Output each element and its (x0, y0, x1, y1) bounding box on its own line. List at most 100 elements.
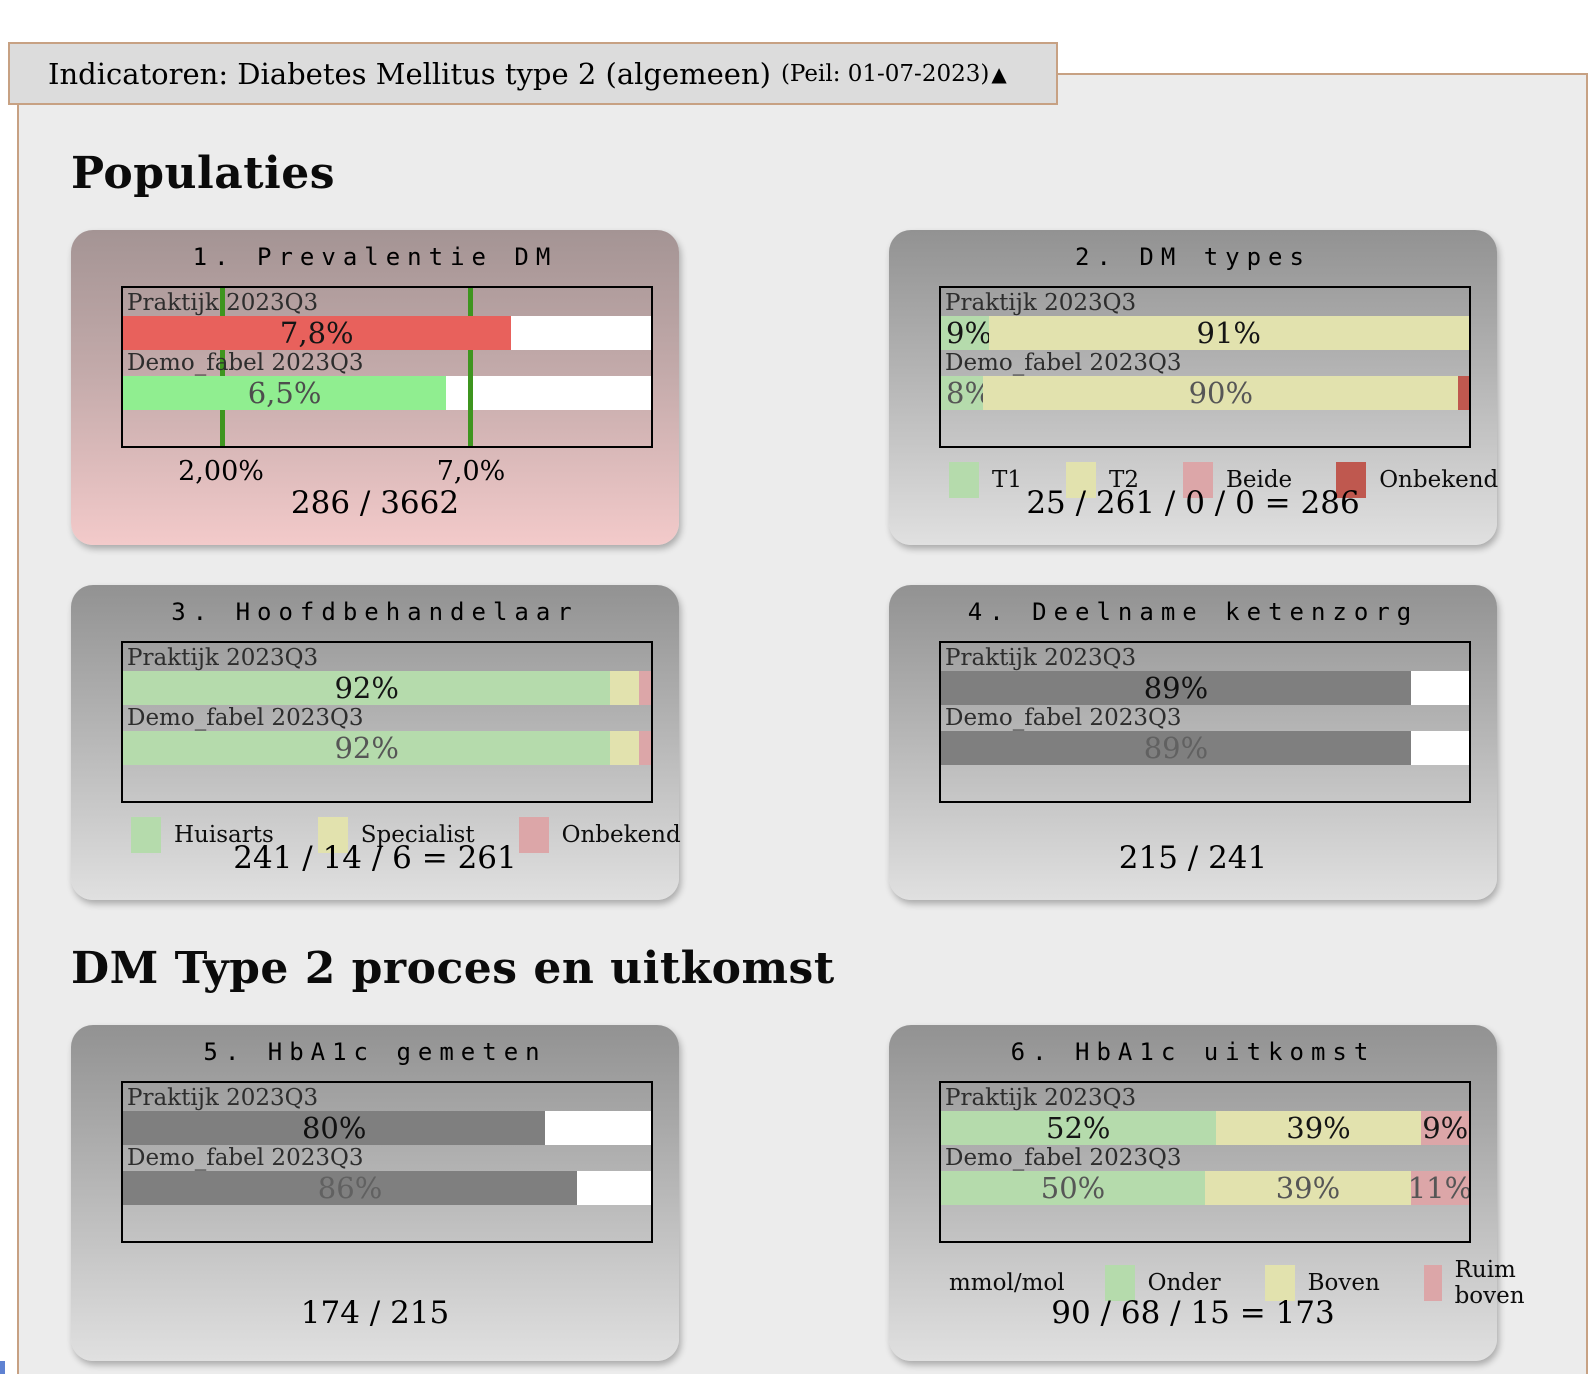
bar-segment (610, 671, 639, 705)
content-area: Populaties 1. Prevalentie DM Praktijk 20… (19, 75, 1586, 1361)
axis-ticks: 2,00% 7,0% (121, 456, 653, 488)
axis-tick-low: 2,00% (178, 456, 264, 487)
bar-segment: 8% (941, 376, 984, 410)
row-label-praktijk: Praktijk 2023Q3 (945, 290, 1137, 316)
bar-demo: 50% 39% 11% (941, 1171, 1469, 1205)
target-line-high (468, 288, 474, 446)
panel-hba1c-uitkomst[interactable]: 6. HbA1c uitkomst Praktijk 2023Q3 52% 39… (889, 1025, 1525, 1361)
bar-segment: 92% (123, 671, 611, 705)
numerator-denominator: 174 / 215 (300, 1295, 450, 1331)
legend-item: Huisarts (131, 817, 274, 853)
chart-frame: Praktijk 2023Q3 9% 91% Demo_fabel 2023Q3… (939, 286, 1471, 448)
bar-segment: 7,8% (123, 316, 511, 350)
bar-segment: 80% (123, 1111, 546, 1145)
legend-swatch-huisarts (131, 817, 161, 853)
row-label-demo: Demo_fabel 2023Q3 (127, 350, 364, 376)
legend-label: Ruim boven (1454, 1257, 1525, 1309)
panel-title: 5. HbA1c gemeten (203, 1038, 547, 1066)
row-label-demo: Demo_fabel 2023Q3 (127, 705, 364, 731)
legend-swatch-ruim-boven (1423, 1265, 1442, 1301)
panel-title: 2. DM types (1075, 243, 1311, 271)
panel-deelname-ketenzorg[interactable]: 4. Deelname ketenzorg Praktijk 2023Q3 89… (889, 585, 1497, 900)
bar-segment: 86% (123, 1171, 578, 1205)
legend-item: Specialist (317, 817, 475, 853)
axis-tick-high: 7,0% (436, 456, 506, 487)
legend-label: Onbekend (1379, 467, 1499, 493)
legend-swatch-boven (1264, 1265, 1295, 1301)
collapse-icon[interactable]: ▲ (991, 61, 1007, 86)
bar-segment: 92% (123, 731, 611, 765)
numerator-denominator: 286 / 3662 (290, 485, 460, 521)
bar-praktijk: 7,8% (123, 316, 651, 350)
bar-segment: 89% (941, 671, 1411, 705)
chart-frame: Praktijk 2023Q3 52% 39% 9% Demo_fabel 20… (939, 1081, 1471, 1243)
indicator-set-title: Indicatoren: Diabetes Mellitus type 2 (a… (48, 56, 771, 91)
row-label-demo: Demo_fabel 2023Q3 (127, 1145, 364, 1171)
numerator-denominator: 241 / 14 / 6 = 261 (233, 840, 517, 876)
legend-swatch-t1 (949, 462, 979, 498)
row-label-praktijk: Praktijk 2023Q3 (127, 1085, 319, 1111)
legend-item: Boven (1264, 1265, 1380, 1301)
legend-label: Boven (1307, 1270, 1380, 1296)
panel-title: 6. HbA1c uitkomst (1010, 1038, 1376, 1066)
panel-hoofdbehandelaar[interactable]: 3. Hoofdbehandelaar Praktijk 2023Q3 92% … (71, 585, 681, 900)
legend-label: T2 (1108, 467, 1139, 493)
legend-item: T1 (949, 462, 1022, 498)
legend-item: Onbekend (1336, 462, 1498, 498)
legend-swatch-onbekend (518, 817, 549, 853)
bar-praktijk: 9% 91% (941, 316, 1469, 350)
row-label-demo: Demo_fabel 2023Q3 (945, 350, 1182, 376)
bar-segment: 6,5% (123, 376, 447, 410)
legend-label: Beide (1225, 467, 1293, 493)
bar-demo: 6,5% (123, 376, 651, 410)
legend-swatch-specialist (317, 817, 348, 853)
panel-hba1c-gemeten[interactable]: 5. HbA1c gemeten Praktijk 2023Q3 80% Dem… (71, 1025, 679, 1361)
legend-label: Onder (1147, 1270, 1221, 1296)
section-heading-populaties: Populaties (71, 148, 336, 199)
chart-frame: Praktijk 2023Q3 92% Demo_fabel 2023Q3 92… (121, 641, 653, 803)
numerator-denominator: 215 / 241 (1118, 840, 1268, 876)
bar-segment: 9% (941, 316, 989, 350)
legend-label: Onbekend (561, 822, 681, 848)
bar-demo: 86% (123, 1171, 651, 1205)
row-label-praktijk: Praktijk 2023Q3 (945, 645, 1137, 671)
bar-praktijk: 80% (123, 1111, 651, 1145)
target-line-low (220, 288, 226, 446)
bar-segment (638, 731, 651, 765)
panel-prevalentie-dm[interactable]: 1. Prevalentie DM Praktijk 2023Q3 7,8% D… (71, 230, 679, 545)
bar-segment: 39% (1215, 1111, 1422, 1145)
bar-segment: 89% (941, 731, 1411, 765)
legend-swatch-onbekend (1336, 462, 1367, 498)
chart-frame: Praktijk 2023Q3 80% Demo_fabel 2023Q3 86… (121, 1081, 653, 1243)
legend-label: T1 (992, 467, 1022, 493)
section-heading-proces: DM Type 2 proces en uitkomst (71, 943, 835, 994)
indicator-peil-date: (Peil: 01-07-2023) (780, 60, 990, 87)
legend-swatch-onder (1104, 1265, 1135, 1301)
panel-title: 1. Prevalentie DM (192, 243, 558, 271)
bar-segment (638, 671, 651, 705)
indicator-set-header[interactable]: Indicatoren: Diabetes Mellitus type 2 (a… (8, 42, 1058, 105)
chart-legend: mmol/mol Onder Boven Ruim boven (949, 1257, 1525, 1309)
bar-segment: 91% (988, 316, 1469, 350)
legend-swatch-beide (1182, 462, 1213, 498)
bar-demo: 89% (941, 731, 1469, 765)
bar-segment: 9% (1421, 1111, 1469, 1145)
legend-item: Ruim boven (1423, 1257, 1537, 1309)
row-label-demo: Demo_fabel 2023Q3 (945, 1145, 1182, 1171)
row-label-praktijk: Praktijk 2023Q3 (127, 645, 319, 671)
numerator-denominator: 25 / 261 / 0 / 0 = 286 (1026, 485, 1360, 521)
chart-frame: Praktijk 2023Q3 7,8% Demo_fabel 2023Q3 6… (121, 286, 653, 448)
numerator-denominator: 90 / 68 / 15 = 173 (1051, 1295, 1335, 1331)
proces-grid: 5. HbA1c gemeten Praktijk 2023Q3 80% Dem… (71, 1025, 1586, 1361)
bar-demo: 8% 90% (941, 376, 1469, 410)
panel-dm-types[interactable]: 2. DM types Praktijk 2023Q3 9% 91% Demo_… (889, 230, 1498, 545)
bar-segment: 11% (1410, 1171, 1469, 1205)
panel-title: 3. Hoofdbehandelaar (171, 598, 579, 626)
clipped-element-fragment (0, 1361, 5, 1374)
indicator-set-container: Populaties 1. Prevalentie DM Praktijk 20… (17, 73, 1588, 1374)
bar-segment: 50% (941, 1171, 1205, 1205)
chart-legend: Huisarts Specialist Onbekend (131, 817, 681, 853)
row-label-praktijk: Praktijk 2023Q3 (945, 1085, 1137, 1111)
bar-demo: 92% (123, 731, 651, 765)
legend-label: Huisarts (174, 822, 274, 848)
